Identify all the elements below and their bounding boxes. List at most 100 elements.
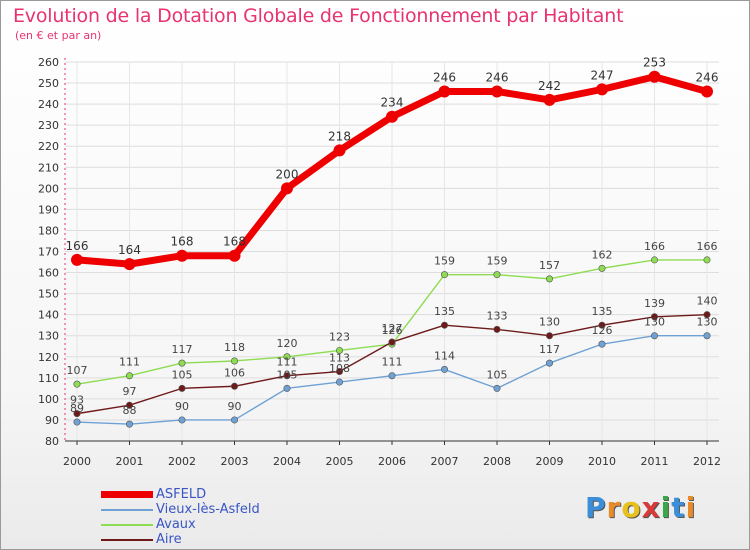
- point-vieux-l-s-asfeld-2008: [493, 384, 501, 392]
- data-label-avaux-2008: 159: [487, 255, 508, 268]
- data-label-vieux-l-s-asfeld-2000: 89: [70, 402, 84, 415]
- point-aire-2005: [335, 368, 343, 376]
- data-label-asfeld-2010: 247: [591, 68, 614, 82]
- axes: 8090100110120130140150160170180190200210…: [38, 56, 721, 468]
- point-avaux-2007: [440, 271, 448, 279]
- data-label-vieux-l-s-asfeld-2006: 111: [382, 356, 403, 369]
- data-label-vieux-l-s-asfeld-2007: 114: [434, 349, 455, 362]
- point-asfeld-2004: [281, 182, 293, 195]
- data-label-avaux-2009: 157: [539, 259, 560, 272]
- point-aire-2007: [440, 321, 448, 329]
- point-vieux-l-s-asfeld-2009: [545, 359, 553, 367]
- logo-letter: i: [660, 491, 672, 524]
- legend-label-avaux: Avaux: [156, 516, 196, 532]
- data-labels: 89 88 90 90 105 108 111 114 105 117 126 130 130 107 11…: [66, 56, 719, 417]
- y-tick-label-130: 130: [38, 330, 59, 343]
- legend-swatch-asfeld: [101, 491, 153, 498]
- legend-item-aire[interactable]: Aire: [101, 532, 260, 547]
- data-label-vieux-l-s-asfeld-2005: 108: [329, 362, 350, 375]
- x-tick-label-2001: 2001: [116, 455, 144, 468]
- x-tick-label-2003: 2003: [221, 455, 249, 468]
- y-tick-label-100: 100: [38, 393, 59, 406]
- x-tick-label-2008: 2008: [483, 455, 511, 468]
- data-label-avaux-2012: 166: [697, 240, 718, 253]
- point-avaux-2011: [650, 256, 658, 264]
- point-asfeld-2010: [596, 83, 608, 96]
- point-asfeld-2000: [71, 253, 83, 266]
- data-label-aire-2010: 135: [592, 305, 613, 318]
- point-asfeld-2009: [543, 93, 556, 106]
- y-tick-label-90: 90: [45, 414, 59, 427]
- point-avaux-2005: [335, 346, 343, 354]
- y-tick-label-250: 250: [38, 77, 59, 90]
- data-label-aire-2005: 113: [329, 352, 350, 365]
- y-tick-label-150: 150: [38, 288, 59, 301]
- logo-letter: t: [671, 491, 686, 524]
- point-aire-2012: [703, 311, 711, 319]
- point-asfeld-2011: [648, 70, 661, 83]
- proxiti-logo: Proxiti: [585, 491, 696, 524]
- legend-label-aire: Aire: [156, 531, 182, 547]
- point-asfeld-2001: [123, 258, 136, 271]
- data-label-asfeld-2001: 164: [118, 243, 141, 257]
- y-tick-label-190: 190: [38, 203, 59, 216]
- point-aire-2004: [283, 372, 291, 380]
- legend-swatch-aire: [101, 538, 153, 541]
- y-tick-label-220: 220: [38, 140, 59, 153]
- data-label-avaux-2000: 107: [67, 364, 88, 377]
- chart-subtitle: (en € et par an): [15, 29, 102, 42]
- data-label-asfeld-2009: 242: [538, 79, 561, 93]
- x-tick-label-2000: 2000: [63, 455, 91, 468]
- data-label-aire-2011: 139: [644, 297, 665, 310]
- data-label-aire-2006: 127: [382, 322, 403, 335]
- legend-item-asfeld[interactable]: ASFELD: [101, 487, 260, 502]
- x-tick-label-2006: 2006: [378, 455, 406, 468]
- legend-label-vieux-les-asfeld: Vieux-lès-Asfeld: [156, 501, 260, 517]
- point-asfeld-2006: [386, 110, 398, 123]
- point-avaux-2012: [703, 256, 711, 264]
- point-vieux-l-s-asfeld-2000: [73, 418, 81, 426]
- point-asfeld-2002: [176, 249, 188, 262]
- data-label-avaux-2007: 159: [434, 255, 455, 268]
- y-tick-label-240: 240: [38, 98, 59, 111]
- data-label-vieux-l-s-asfeld-2012: 130: [697, 316, 718, 329]
- legend: ASFELD Vieux-lès-Asfeld Avaux Aire: [101, 487, 260, 547]
- x-tick-label-2012: 2012: [693, 455, 721, 468]
- point-vieux-l-s-asfeld-2003: [231, 416, 239, 424]
- data-label-asfeld-2008: 246: [486, 70, 509, 84]
- legend-item-vieux-les-asfeld[interactable]: Vieux-lès-Asfeld: [101, 502, 260, 517]
- point-avaux-2010: [598, 264, 606, 272]
- data-label-avaux-2002: 117: [172, 343, 193, 356]
- data-label-asfeld-2002: 168: [171, 235, 194, 249]
- y-tick-label-180: 180: [38, 224, 59, 237]
- legend-item-avaux[interactable]: Avaux: [101, 517, 260, 532]
- grid: [65, 61, 719, 442]
- data-label-avaux-2004: 120: [277, 337, 298, 350]
- x-tick-label-2009: 2009: [536, 455, 564, 468]
- point-aire-2008: [493, 325, 501, 333]
- legend-label-asfeld: ASFELD: [156, 486, 207, 502]
- data-label-aire-2008: 133: [487, 309, 508, 322]
- point-vieux-l-s-asfeld-2011: [650, 332, 658, 340]
- x-tick-label-2004: 2004: [273, 455, 301, 468]
- data-label-asfeld-2006: 234: [381, 96, 404, 110]
- point-avaux-2000: [73, 380, 81, 388]
- point-aire-2009: [545, 332, 553, 340]
- y-tick-label-110: 110: [38, 372, 59, 385]
- point-aire-2011: [650, 313, 658, 321]
- data-label-aire-2004: 111: [277, 356, 298, 369]
- data-label-vieux-l-s-asfeld-2003: 90: [228, 400, 242, 413]
- y-tick-label-170: 170: [38, 246, 59, 259]
- logo-letter: x: [641, 491, 661, 524]
- y-tick-label-120: 120: [38, 351, 59, 364]
- data-label-aire-2003: 106: [224, 366, 245, 379]
- data-label-asfeld-2005: 218: [328, 129, 351, 143]
- logo-letter: P: [585, 491, 607, 524]
- data-label-asfeld-2007: 246: [433, 70, 456, 84]
- logo-letter: r: [606, 491, 622, 524]
- data-label-aire-2000: 93: [70, 394, 84, 407]
- data-label-avaux-2006: 126: [382, 324, 403, 337]
- x-tick-label-2011: 2011: [641, 455, 669, 468]
- point-vieux-l-s-asfeld-2010: [598, 340, 606, 348]
